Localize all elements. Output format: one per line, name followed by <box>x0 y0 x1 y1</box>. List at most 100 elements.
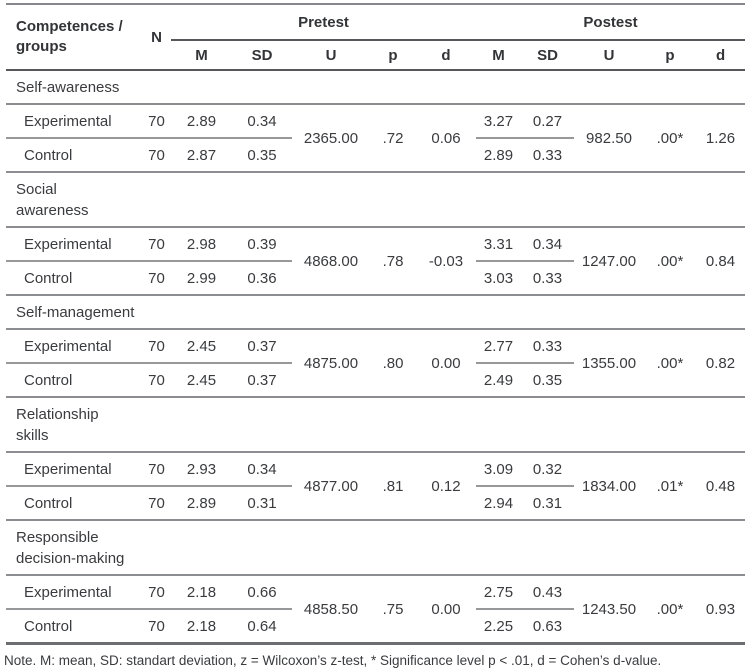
table-row-control: Control 70 2.45 0.37 2.49 0.35 <box>6 363 745 398</box>
postest-mean: 3.03 <box>476 261 521 296</box>
col-header-n: N <box>142 4 171 71</box>
pretest-u-statistic: 4877.00 <box>292 452 370 521</box>
postest-sd: 0.34 <box>521 227 574 262</box>
group-label: Experimental <box>6 227 142 262</box>
group-label: Control <box>6 609 142 645</box>
postest-mean: 2.94 <box>476 486 521 521</box>
section-name-line: Relationship <box>16 406 99 423</box>
section-name: Self-awareness <box>6 70 746 105</box>
postest-u-statistic: 1247.00 <box>574 227 644 296</box>
section-name: Social awareness <box>6 172 746 228</box>
pretest-sd: 0.31 <box>232 486 292 521</box>
pretest-sd: 0.39 <box>232 227 292 262</box>
postest-mean: 3.09 <box>476 452 521 487</box>
postest-p-value: .00* <box>644 104 696 173</box>
section-name-line: Self-management <box>16 304 135 321</box>
table-row-experimental: Experimental 70 2.98 0.39 4868.00 .78 -0… <box>6 227 746 296</box>
statistics-table: Competences / groups N Pretest Postest M… <box>6 3 746 645</box>
col-header-competences-groups: Competences / groups <box>6 4 142 71</box>
pretest-p-value: .75 <box>370 575 416 645</box>
col-header-pretest-d: d <box>416 40 476 71</box>
pretest-sd: 0.35 <box>232 138 292 173</box>
pretest-mean: 2.89 <box>171 486 232 521</box>
header-row-groups: Competences / groups N Pretest Postest <box>6 4 746 71</box>
pretest-p-value: .80 <box>370 329 416 398</box>
postest-sd: 0.35 <box>521 363 574 398</box>
group-label: Experimental <box>6 452 142 487</box>
col-header-pretest-m: M <box>171 40 232 71</box>
table-row-experimental: Experimental 70 2.45 0.37 4875.00 .80 0.… <box>6 329 746 398</box>
col-header-pretest-sd: SD <box>232 40 292 71</box>
pretest-mean: 2.87 <box>171 138 232 173</box>
pretest-sd: 0.66 <box>232 575 292 610</box>
pretest-sd: 0.36 <box>232 261 292 296</box>
group-label: Control <box>6 486 142 521</box>
pretest-u-statistic: 4858.50 <box>292 575 370 645</box>
pretest-mean: 2.89 <box>171 104 232 139</box>
section-header-row: Responsible decision-making <box>6 520 746 576</box>
n-value: 70 <box>142 138 171 173</box>
postest-u-statistic: 1355.00 <box>574 329 644 398</box>
section-name: Self-management <box>6 295 746 330</box>
postest-p-value: .00* <box>644 575 696 645</box>
section-name: Relationship skills <box>6 397 746 453</box>
postest-sd: 0.63 <box>521 609 574 645</box>
section-name-line: Responsible <box>16 529 99 546</box>
section-header-row: Social awareness <box>6 172 746 228</box>
table-row-control: Control 70 2.89 0.31 2.94 0.31 <box>6 486 745 521</box>
postest-d-value: 0.82 <box>696 329 746 398</box>
pretest-p-value: .78 <box>370 227 416 296</box>
postest-sd: 0.32 <box>521 452 574 487</box>
pretest-mean: 2.98 <box>171 227 232 262</box>
table-body: Self-awareness Experimental 70 2.89 0.34… <box>6 70 746 645</box>
section-name-line: decision-making <box>16 550 125 567</box>
col-header-pretest: Pretest <box>171 4 476 41</box>
postest-sd: 0.33 <box>521 138 574 173</box>
section-header-row: Self-awareness <box>6 70 746 105</box>
postest-mean: 2.75 <box>476 575 521 610</box>
postest-d-value: 0.84 <box>696 227 746 296</box>
pretest-d-value: -0.03 <box>416 227 476 296</box>
section-name: Responsible decision-making <box>6 520 746 576</box>
pretest-sd: 0.34 <box>232 452 292 487</box>
pretest-mean: 2.45 <box>171 329 232 364</box>
postest-mean: 2.49 <box>476 363 521 398</box>
group-label: Experimental <box>6 329 142 364</box>
pretest-d-value: 0.00 <box>416 329 476 398</box>
pretest-sd: 0.37 <box>232 363 292 398</box>
pretest-d-value: 0.12 <box>416 452 476 521</box>
postest-sd: 0.33 <box>521 261 574 296</box>
group-label: Control <box>6 261 142 296</box>
postest-u-statistic: 1834.00 <box>574 452 644 521</box>
pretest-u-statistic: 2365.00 <box>292 104 370 173</box>
section-name-line: skills <box>16 427 49 444</box>
postest-d-value: 0.48 <box>696 452 746 521</box>
postest-sd: 0.31 <box>521 486 574 521</box>
n-value: 70 <box>142 575 171 610</box>
group-label: Control <box>6 363 142 398</box>
n-value: 70 <box>142 363 171 398</box>
pretest-mean: 2.45 <box>171 363 232 398</box>
n-value: 70 <box>142 609 171 645</box>
section-header-row: Relationship skills <box>6 397 746 453</box>
table-header: Competences / groups N Pretest Postest M… <box>6 4 746 71</box>
group-label: Experimental <box>6 104 142 139</box>
table-row-experimental: Experimental 70 2.89 0.34 2365.00 .72 0.… <box>6 104 746 173</box>
postest-sd: 0.33 <box>521 329 574 364</box>
n-value: 70 <box>142 486 171 521</box>
table-row-experimental: Experimental 70 2.18 0.66 4858.50 .75 0.… <box>6 575 746 645</box>
postest-mean: 2.25 <box>476 609 521 645</box>
table-footnote: Note. M: mean, SD: standart deviation, z… <box>4 653 662 668</box>
group-label: Control <box>6 138 142 173</box>
section-name-line: Self-awareness <box>16 79 120 96</box>
postest-mean: 3.31 <box>476 227 521 262</box>
col-header-postest-u: U <box>574 40 644 71</box>
section-name-line: awareness <box>16 202 89 219</box>
postest-p-value: .00* <box>644 227 696 296</box>
pretest-sd: 0.34 <box>232 104 292 139</box>
col-header-pretest-u: U <box>292 40 370 71</box>
postest-u-statistic: 1243.50 <box>574 575 644 645</box>
section-header-row: Self-management <box>6 295 746 330</box>
pretest-d-value: 0.06 <box>416 104 476 173</box>
